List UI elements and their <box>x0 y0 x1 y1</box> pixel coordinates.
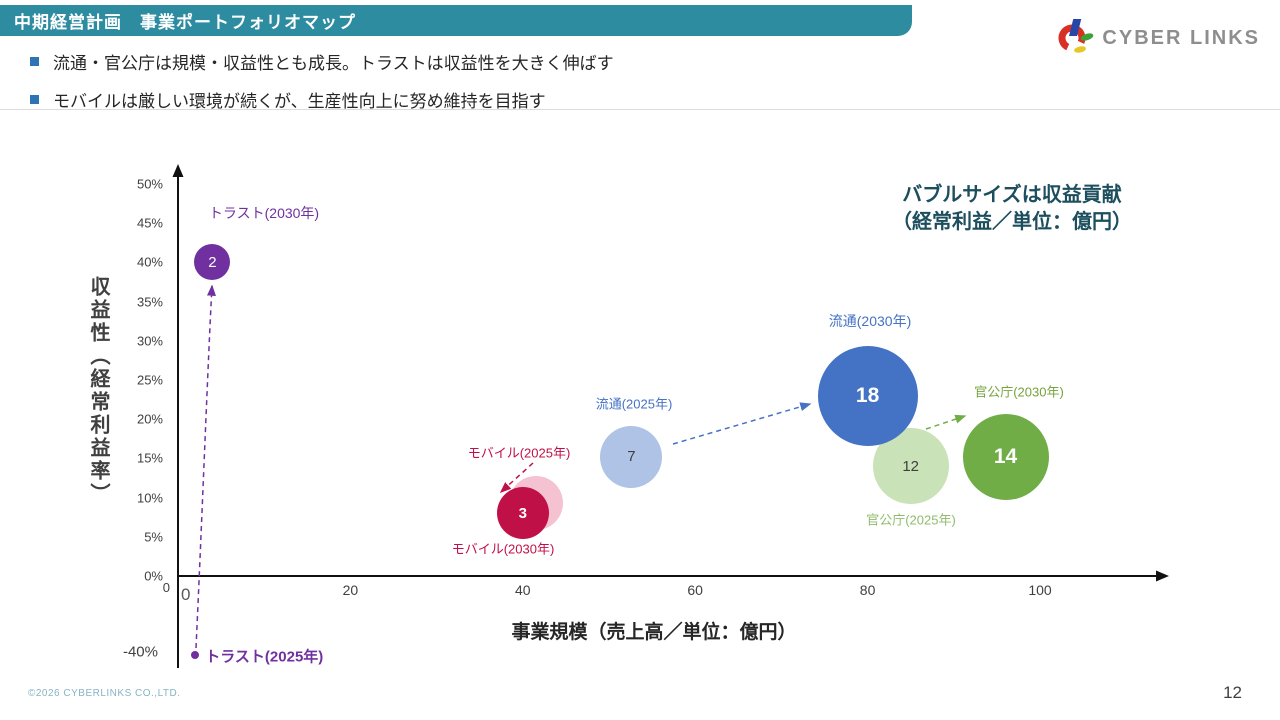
label-kankocho-2025: 官公庁(2025年) <box>866 512 956 528</box>
cyberlinks-logo-mark-icon <box>1057 16 1097 61</box>
y-tick-label: 10% <box>136 490 163 506</box>
x-tick-label: 80 <box>859 582 876 598</box>
header-bar: 中期経営計画 事業ポートフォリオマップ <box>0 5 912 36</box>
label-ryutsu-2025: 流通(2025年) <box>595 396 673 412</box>
bubble-ryutsu-2025: 7 <box>600 425 663 488</box>
bubble-size-note-line1: バブルサイズは収益貢献 <box>902 184 1122 206</box>
cyberlinks-logo: CYBER LINKS <box>1057 16 1260 61</box>
bullet-text-1: 流通・官公庁は規模・収益性とも成長。トラストは収益性を大きく伸ばす <box>53 54 614 73</box>
bubble-value: 7 <box>627 448 636 466</box>
bullet-square-icon <box>30 95 39 104</box>
origin-label-0: 0 <box>181 585 191 604</box>
origin-tick-0: 0 <box>162 580 170 595</box>
bubble-value: 12 <box>902 457 920 475</box>
bullet-square-icon <box>30 57 39 66</box>
bullet-row-2: モバイルは厳しい環境が続くが、生産性向上に努め維持を目指す <box>30 87 546 112</box>
label-ryutsu-2030: 流通(2030年) <box>828 313 912 329</box>
logo-wordmark: CYBER LINKS <box>1102 27 1260 49</box>
bubble-value: 18 <box>855 383 880 407</box>
bubble-kankocho-2025: 12 <box>872 428 949 505</box>
bubble-size-note-line2: （経常利益／単位：億円） <box>892 211 1132 233</box>
y-tick-label: 20% <box>136 411 163 427</box>
y-tick-label: 35% <box>136 294 163 310</box>
bubble-ryutsu-2030: 18 <box>817 345 918 446</box>
bubble-value: 2 <box>208 253 217 271</box>
kankocho-growth-arrow <box>925 414 967 430</box>
y-tick-minus40: -40% <box>122 643 158 661</box>
y-tick-label: 40% <box>136 254 163 270</box>
x-tick-label: 60 <box>687 582 703 598</box>
x-axis-arrowhead-icon <box>1156 570 1169 582</box>
trust-2025-point <box>191 651 200 659</box>
x-axis-title: 事業規模（売上高／単位：億円） <box>511 622 797 643</box>
x-tick-label: 100 <box>1028 582 1052 598</box>
y-tick-label: 5% <box>144 529 163 545</box>
y-axis-arrowhead-icon <box>172 164 184 177</box>
header-divider <box>0 109 1280 110</box>
ryutsu-growth-arrow <box>672 402 812 445</box>
x-tick-label: 20 <box>342 582 359 598</box>
y-tick-label: 25% <box>136 372 163 388</box>
y-axis-title: 収益性（経常利益率） <box>87 276 109 506</box>
bubble-mobile-2030: 3 <box>496 487 549 540</box>
y-tick-label: 0% <box>144 568 163 584</box>
label-trust-2030: トラスト(2030年) <box>208 205 320 221</box>
y-tick-label: 30% <box>136 333 163 349</box>
y-tick-label: 45% <box>136 215 163 231</box>
label-kankocho-2030: 官公庁(2030年) <box>974 384 1064 400</box>
trust-growth-arrow <box>195 284 216 649</box>
y-tick-label: 15% <box>136 450 163 466</box>
label-trust-2025: トラスト(2025年) <box>205 648 324 666</box>
y-tick-label: 50% <box>136 176 163 192</box>
bullet-row-1: 流通・官公庁は規模・収益性とも成長。トラストは収益性を大きく伸ばす <box>30 49 614 74</box>
label-mobile-2025: モバイル(2025年) <box>467 445 571 461</box>
bullet-text-2: モバイルは厳しい環境が続くが、生産性向上に努め維持を目指す <box>53 92 546 111</box>
bubble-trust-2030: 2 <box>194 244 231 281</box>
page-title: 中期経営計画 事業ポートフォリオマップ <box>14 13 356 32</box>
label-mobile-2030: モバイル(2030年) <box>451 541 555 557</box>
x-tick-label: 40 <box>515 582 531 598</box>
copyright-text: ©2026 CYBERLINKS CO.,LTD. <box>28 688 181 699</box>
bubble-value: 14 <box>993 444 1018 468</box>
bubble-value: 3 <box>518 504 527 522</box>
page-number: 12 <box>1223 683 1242 702</box>
bubble-size-note: バブルサイズは収益貢献 （経常利益／単位：億円） <box>880 182 1144 236</box>
bubble-kankocho-2030: 14 <box>962 413 1049 500</box>
